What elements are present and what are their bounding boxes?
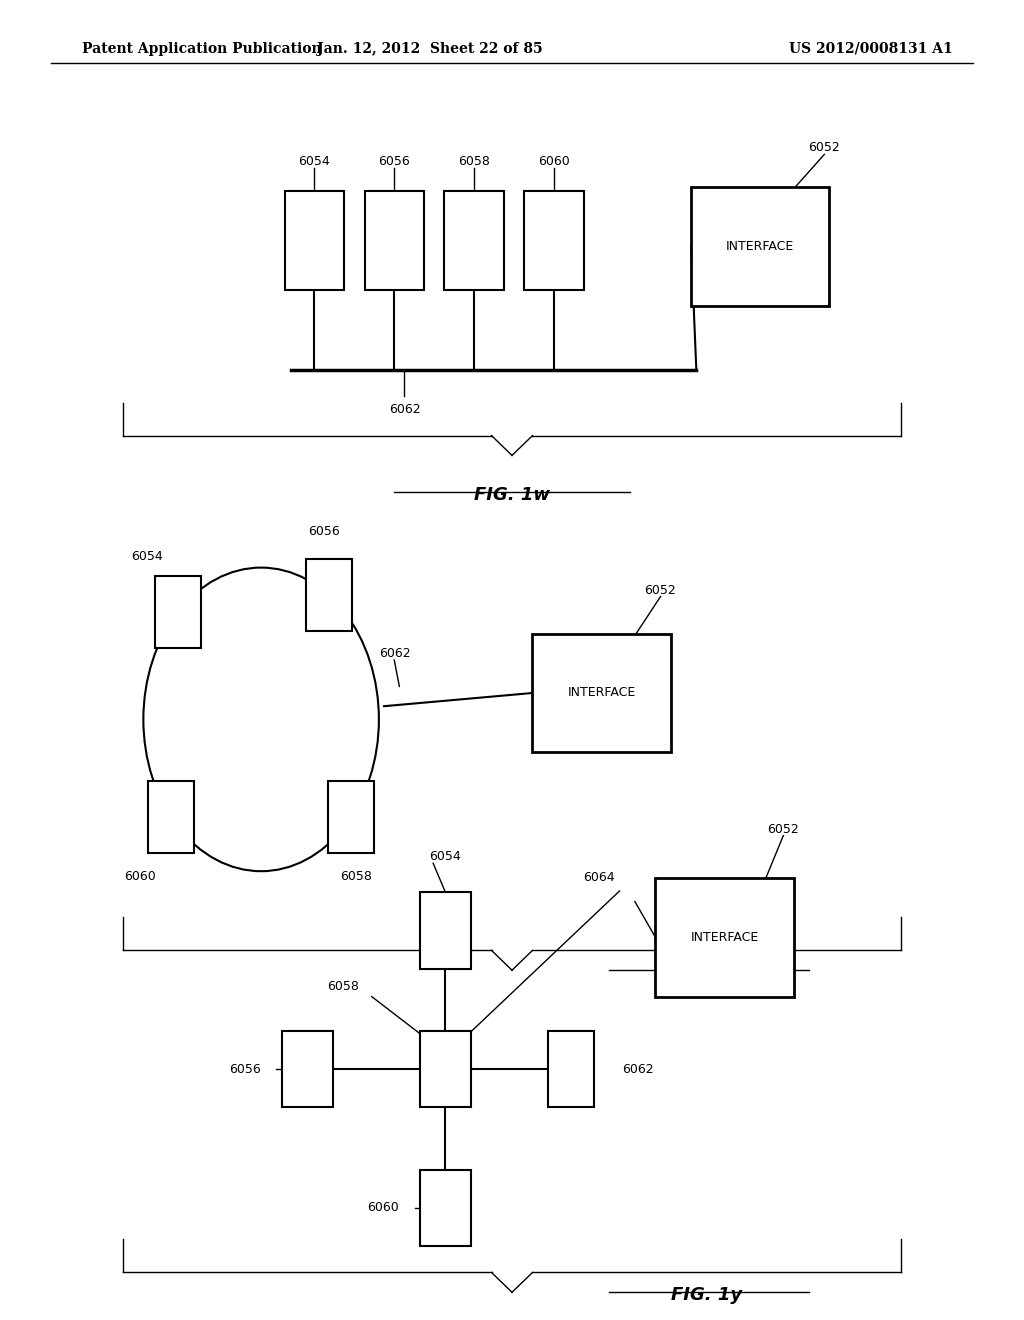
FancyBboxPatch shape xyxy=(155,576,201,648)
Text: Jan. 12, 2012  Sheet 22 of 85: Jan. 12, 2012 Sheet 22 of 85 xyxy=(317,42,543,55)
Text: 6058: 6058 xyxy=(341,870,373,883)
Text: INTERFACE: INTERFACE xyxy=(567,686,636,700)
FancyBboxPatch shape xyxy=(305,558,351,631)
Text: 6062: 6062 xyxy=(379,647,411,660)
Text: 6058: 6058 xyxy=(458,154,490,168)
Text: FIG. 1w: FIG. 1w xyxy=(474,486,550,504)
Text: 6064: 6064 xyxy=(584,871,614,884)
Text: 6052: 6052 xyxy=(644,583,677,597)
Text: 6062: 6062 xyxy=(389,403,420,416)
FancyBboxPatch shape xyxy=(282,1031,333,1107)
FancyBboxPatch shape xyxy=(691,187,829,306)
FancyBboxPatch shape xyxy=(365,191,424,290)
Text: 6062: 6062 xyxy=(623,1063,653,1076)
Text: 6056: 6056 xyxy=(378,154,411,168)
Text: FIG. 1y: FIG. 1y xyxy=(671,1286,742,1304)
Text: 6054: 6054 xyxy=(131,550,163,564)
Text: FIG. 1x: FIG. 1x xyxy=(671,964,742,982)
Text: 6060: 6060 xyxy=(124,870,156,883)
Text: 6054: 6054 xyxy=(298,154,331,168)
Text: 6060: 6060 xyxy=(538,154,570,168)
Text: 6056: 6056 xyxy=(229,1063,261,1076)
FancyBboxPatch shape xyxy=(420,1031,471,1107)
Text: 6052: 6052 xyxy=(767,822,800,836)
FancyBboxPatch shape xyxy=(655,878,794,997)
FancyBboxPatch shape xyxy=(524,191,584,290)
FancyBboxPatch shape xyxy=(420,892,471,969)
FancyBboxPatch shape xyxy=(147,780,194,853)
FancyBboxPatch shape xyxy=(329,780,375,853)
FancyBboxPatch shape xyxy=(548,1031,594,1107)
FancyBboxPatch shape xyxy=(285,191,344,290)
Text: 6058: 6058 xyxy=(327,979,359,993)
Text: 6052: 6052 xyxy=(808,141,841,154)
Text: US 2012/0008131 A1: US 2012/0008131 A1 xyxy=(788,42,952,55)
Text: Patent Application Publication: Patent Application Publication xyxy=(82,42,322,55)
Text: INTERFACE: INTERFACE xyxy=(690,931,759,944)
Text: 6054: 6054 xyxy=(429,850,462,863)
Text: 6060: 6060 xyxy=(368,1201,399,1214)
FancyBboxPatch shape xyxy=(420,1170,471,1246)
FancyBboxPatch shape xyxy=(444,191,504,290)
Text: INTERFACE: INTERFACE xyxy=(726,240,795,253)
FancyBboxPatch shape xyxy=(532,634,671,752)
Text: 6056: 6056 xyxy=(307,525,339,539)
